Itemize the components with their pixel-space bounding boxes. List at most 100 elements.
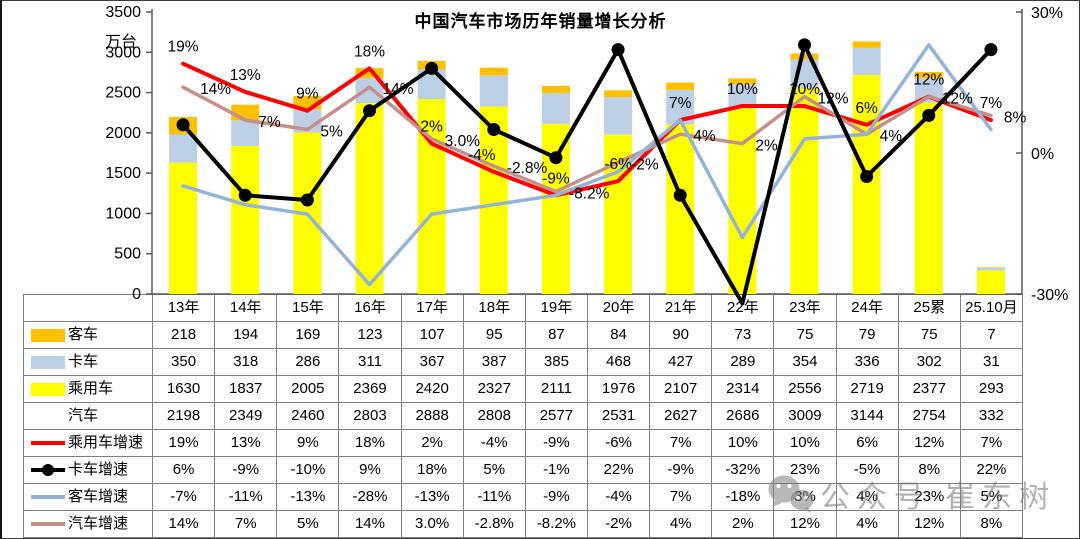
line-series — [181, 61, 993, 198]
series-legend-cell: 汽车 — [23, 402, 153, 430]
table-cell: -10% — [276, 456, 340, 484]
bar-segment — [976, 267, 1005, 271]
table-cell: -18% — [711, 483, 775, 511]
table-row: 乘用车增速 19% 13% 9% 18% 2% -4% -9% -6% 7% 10% 10% 6% 12%… — [23, 429, 1023, 457]
bar-segment — [852, 47, 881, 75]
table-cell: 350 — [151, 348, 216, 376]
table-cell: 4% — [835, 483, 899, 511]
series-swatch — [31, 495, 65, 499]
table-cell: -4% — [462, 429, 526, 457]
line-marker — [984, 43, 998, 57]
bar-segment — [355, 68, 384, 79]
table-cell: 332 — [959, 402, 1023, 430]
left-axis-tick-label: 500 — [114, 246, 141, 263]
table-cell: 31 — [959, 348, 1023, 376]
table-cell: 75 — [773, 321, 837, 349]
table-cell: 6% — [835, 429, 899, 457]
table-row: 客车 218 194 169 123 107 95 87 84 90 73 75 79 75 7 — [23, 321, 1023, 349]
data-label: -2% — [631, 156, 659, 173]
line-marker — [363, 104, 376, 118]
legend-header-cell — [23, 294, 153, 322]
table-cell: 87 — [524, 321, 588, 349]
table-cell: 23% — [897, 483, 961, 511]
data-label: -8.2% — [569, 186, 610, 203]
table-cell: 2% — [711, 510, 775, 538]
table-cell: 73 — [711, 321, 775, 349]
series-label: 客车增速 — [68, 488, 129, 505]
table-cell: 75 — [897, 321, 961, 349]
bar-segment — [790, 59, 819, 89]
table-cell: 1630 — [151, 375, 216, 403]
line-marker — [238, 188, 252, 202]
data-label: -2.8% — [507, 160, 548, 177]
series-legend-cell: 卡车增速 — [23, 456, 153, 484]
bar-segment — [728, 107, 757, 295]
data-label: 7% — [980, 95, 1003, 112]
table-cell: 2808 — [462, 402, 526, 430]
bar-segment — [293, 95, 322, 110]
bar-segment — [231, 104, 260, 121]
data-label: -9% — [542, 170, 570, 187]
bar-segment — [976, 267, 1005, 268]
table-cell: 2369 — [338, 375, 402, 403]
table-cell: 2531 — [586, 402, 651, 430]
series-legend-cell: 乘用车 — [23, 375, 153, 403]
table-cell: -13% — [400, 483, 464, 511]
series-label: 卡车增速 — [68, 461, 129, 478]
table-cell: -1% — [524, 456, 588, 484]
table-cell: -2.8% — [462, 510, 526, 538]
year-header-cell: 25累 — [897, 294, 961, 322]
chart-title: 中国汽车市场历年销量增长分析 — [414, 12, 667, 31]
table-cell: 123 — [338, 321, 402, 349]
table-cell: 12% — [897, 510, 961, 538]
line-marker — [300, 193, 314, 207]
bar-segment — [976, 270, 1005, 294]
year-header-cell: 18年 — [462, 294, 526, 322]
year-header-cell: 20年 — [586, 294, 651, 322]
table-cell: 1976 — [586, 375, 651, 403]
bar-segment — [355, 103, 384, 295]
table-cell: 8% — [959, 510, 1023, 538]
series-label: 客车 — [68, 326, 99, 343]
left-axis-unit-label: 万台 — [105, 34, 138, 51]
table-cell: 8% — [897, 456, 961, 484]
series-swatch — [31, 522, 65, 526]
table-cell: 5% — [959, 483, 1023, 511]
table-cell: -8.2% — [524, 510, 588, 538]
series-swatch — [31, 441, 65, 445]
table-cell: -28% — [338, 483, 402, 511]
table-cell: 311 — [338, 348, 402, 376]
table-cell: 354 — [773, 348, 837, 376]
table-cell: 2107 — [649, 375, 713, 403]
table-cell: 293 — [959, 375, 1023, 403]
data-label: 12% — [818, 91, 849, 108]
table-cell: 169 — [276, 321, 340, 349]
table-cell: -9% — [524, 483, 588, 511]
bar-segment — [169, 134, 198, 163]
table-cell: -9% — [214, 456, 278, 484]
table-cell: 289 — [711, 348, 775, 376]
bar-segment — [541, 123, 570, 294]
line-truck-growth — [181, 42, 993, 306]
table-cell: -11% — [214, 483, 278, 511]
bar-segment — [852, 41, 881, 48]
bar-segment — [169, 116, 198, 135]
table-cell: 7 — [959, 321, 1023, 349]
bar-segment — [914, 72, 943, 79]
table-cell: 7% — [649, 429, 713, 457]
table-cell: 84 — [586, 321, 651, 349]
year-header-cell: 24年 — [835, 294, 899, 322]
table-cell: 5% — [276, 510, 340, 538]
bar-segment — [231, 145, 260, 294]
line-marker — [673, 188, 687, 202]
table-cell: 468 — [586, 348, 651, 376]
table-cell: 194 — [214, 321, 278, 349]
line-marker — [922, 108, 936, 122]
left-axis-tick-label: 2000 — [105, 125, 141, 142]
table-cell: 2420 — [400, 375, 464, 403]
series-legend-cell: 汽车增速 — [23, 510, 153, 538]
series-swatch — [31, 410, 65, 423]
year-header-cell: 21年 — [649, 294, 713, 322]
table-cell: 7% — [649, 483, 713, 511]
table-cell: 18% — [338, 429, 402, 457]
